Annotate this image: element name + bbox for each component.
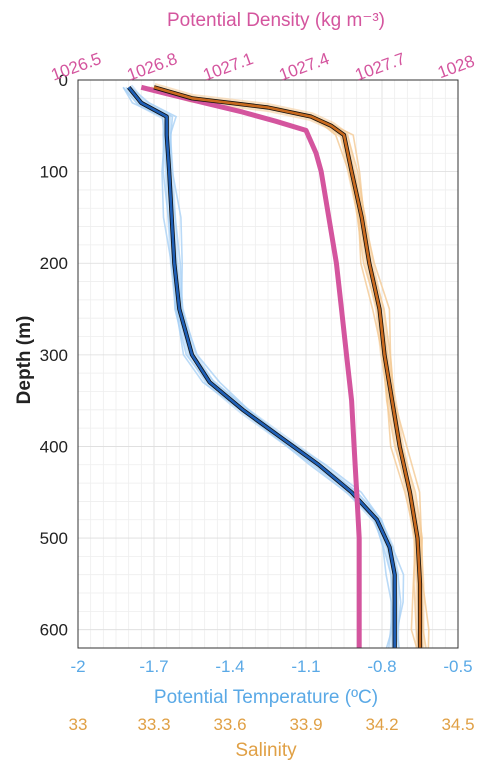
temperature-tick-label: -2 bbox=[70, 657, 85, 676]
depth-axis-label: Depth (m) bbox=[14, 316, 35, 405]
density-tick-label: 1026.8 bbox=[124, 49, 179, 85]
temperature-tick-label: -0.8 bbox=[367, 657, 396, 676]
temperature-tick-label: -1.7 bbox=[139, 657, 168, 676]
density-tick-label: 1027.1 bbox=[200, 49, 255, 85]
salinity-tick-label: 33 bbox=[69, 715, 88, 734]
mean-line-density bbox=[140, 84, 362, 648]
depth-tick-label: 600 bbox=[40, 621, 68, 640]
temperature-axis-label: Potential Temperature (ºC) bbox=[154, 687, 378, 708]
salinity-tick-label: 33.9 bbox=[289, 715, 322, 734]
density-tick-label: 1028 bbox=[435, 51, 477, 82]
salinity-tick-label: 34.5 bbox=[441, 715, 474, 734]
depth-tick-label: 0 bbox=[59, 71, 68, 90]
grid bbox=[77, 79, 459, 649]
density-tick-label: 1027.7 bbox=[352, 49, 407, 85]
density-tick-label: 1027.4 bbox=[276, 49, 331, 85]
mean-line-temperature bbox=[127, 86, 396, 648]
depth-tick-label: 300 bbox=[40, 346, 68, 365]
salinity-axis-label: Salinity bbox=[235, 740, 297, 761]
salinity-tick-label: 34.2 bbox=[365, 715, 398, 734]
mean-line-salinity bbox=[153, 86, 422, 648]
temperature-tick-label: -1.4 bbox=[215, 657, 244, 676]
temperature-tick-label: -0.5 bbox=[443, 657, 472, 676]
temperature-tick-label: -1.1 bbox=[291, 657, 320, 676]
mean-profiles bbox=[127, 84, 423, 648]
density-tick-label: 1026.5 bbox=[48, 49, 103, 85]
depth-tick-label: 100 bbox=[40, 163, 68, 182]
salinity-tick-label: 33.3 bbox=[137, 715, 170, 734]
depth-tick-label: 500 bbox=[40, 529, 68, 548]
depth-tick-label: 400 bbox=[40, 437, 68, 456]
depth-tick-label: 200 bbox=[40, 254, 68, 273]
plot-frame bbox=[77, 79, 459, 649]
density-axis-label: Potential Density (kg m⁻³) bbox=[167, 10, 385, 31]
salinity-tick-label: 33.6 bbox=[213, 715, 246, 734]
